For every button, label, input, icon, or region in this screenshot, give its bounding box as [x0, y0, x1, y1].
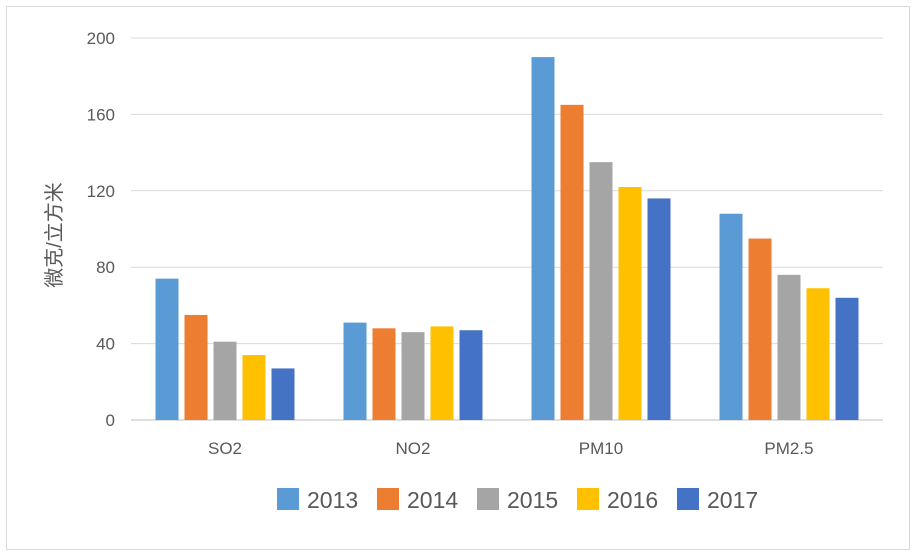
y-tick-label: 200: [87, 29, 115, 48]
legend-swatch: [277, 488, 299, 510]
legend-swatch: [477, 488, 499, 510]
x-tick-label: NO2: [396, 439, 431, 458]
bar-2016-PM10: [618, 186, 642, 420]
bar-2017-SO2: [271, 368, 295, 420]
bar-2015-SO2: [213, 341, 237, 420]
y-tick-label: 160: [87, 105, 115, 124]
bar-2016-NO2: [430, 326, 454, 420]
legend-label: 2017: [707, 487, 758, 513]
bar-2014-SO2: [184, 314, 208, 420]
x-tick-label: SO2: [208, 439, 242, 458]
legend-label: 2014: [407, 487, 458, 513]
x-tick-label: PM2.5: [764, 439, 813, 458]
y-tick-label: 0: [106, 411, 115, 430]
bars: [155, 57, 859, 420]
legend-label: 2016: [607, 487, 658, 513]
legend-item-2017: 2017: [677, 487, 758, 513]
y-axis-label: 微克/立方米: [43, 182, 66, 288]
bar-2014-PM2.5: [748, 238, 772, 420]
bar-2015-NO2: [401, 332, 425, 420]
y-axis-ticks: 0 40 80 120 160 200: [87, 29, 115, 430]
bar-2013-NO2: [343, 322, 367, 420]
bar-2016-PM2.5: [806, 288, 830, 420]
legend: 2013 2014 2015 2016 2017: [277, 487, 758, 513]
y-tick-label: 40: [96, 335, 115, 354]
legend-item-2016: 2016: [577, 487, 658, 513]
bar-2015-PM10: [589, 162, 613, 420]
legend-swatch: [677, 488, 699, 510]
x-axis-ticks: SO2 NO2 PM10 PM2.5: [208, 439, 814, 458]
legend-item-2013: 2013: [277, 487, 358, 513]
bar-chart: 0 40 80 120 160 200 SO2 NO2 PM10 PM2.5 微克/立方米 20…: [43, 29, 883, 513]
bar-2017-PM10: [647, 198, 671, 420]
legend-swatch: [377, 488, 399, 510]
legend-label: 2013: [307, 487, 358, 513]
bar-2014-NO2: [372, 328, 396, 420]
bar-2013-PM10: [531, 57, 555, 420]
y-tick-label: 80: [96, 258, 115, 277]
legend-item-2015: 2015: [477, 487, 558, 513]
x-tick-label: PM10: [579, 439, 623, 458]
bar-2014-PM10: [560, 104, 584, 420]
bar-2013-SO2: [155, 278, 179, 420]
bar-2013-PM2.5: [719, 213, 743, 420]
legend-swatch: [577, 488, 599, 510]
legend-label: 2015: [507, 487, 558, 513]
y-tick-label: 120: [87, 182, 115, 201]
bar-2016-SO2: [242, 355, 266, 420]
legend-item-2014: 2014: [377, 487, 458, 513]
bar-2017-NO2: [459, 330, 483, 420]
chart-frame: 0 40 80 120 160 200 SO2 NO2 PM10 PM2.5 微克/立方米 20…: [6, 6, 910, 550]
bar-2017-PM2.5: [835, 297, 859, 420]
bar-2015-PM2.5: [777, 274, 801, 420]
